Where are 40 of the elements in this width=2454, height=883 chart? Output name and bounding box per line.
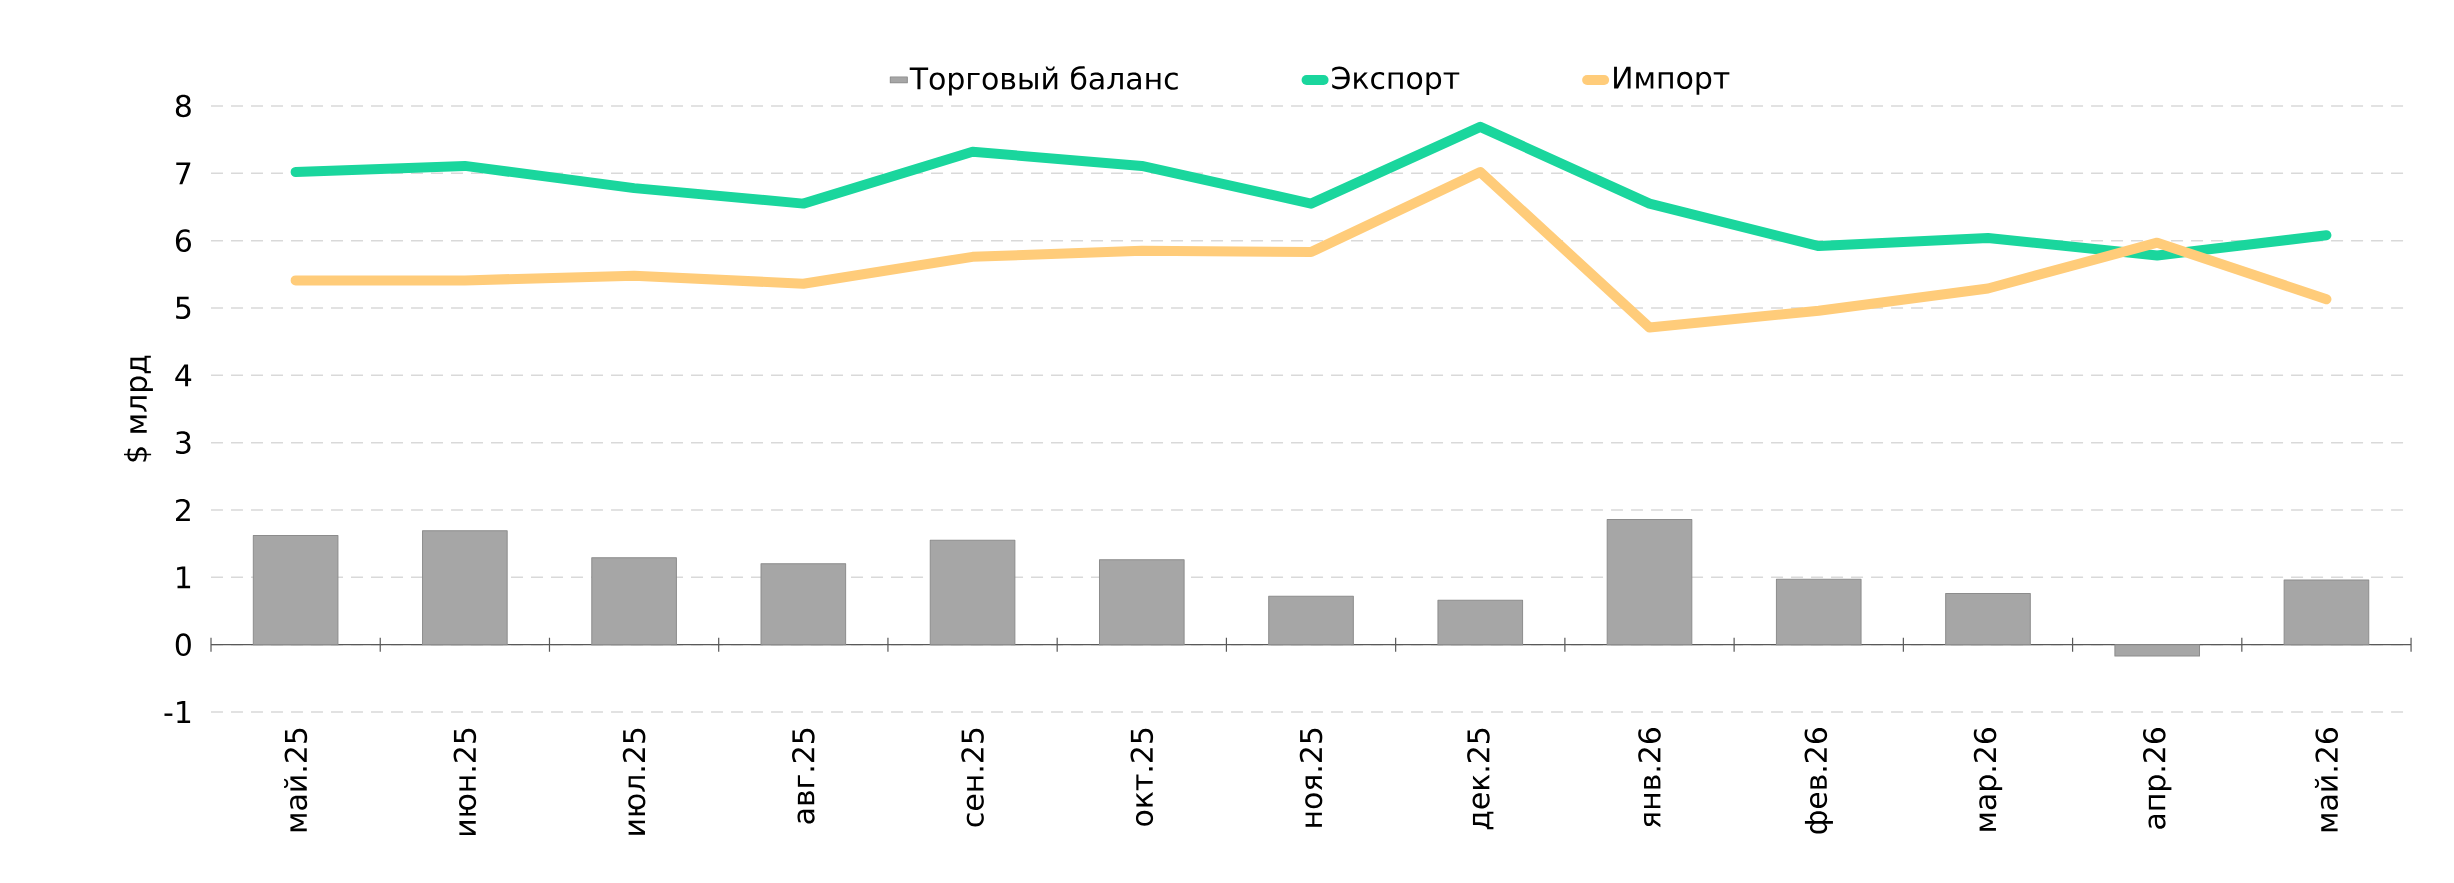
legend-label: Торговый баланс (909, 66, 1178, 96)
x-tick-label: авг.25 (792, 728, 815, 824)
y-tick-label: 7 (176, 162, 191, 185)
bar (252, 535, 339, 646)
bar (2114, 644, 2201, 657)
y-tick-label: 5 (176, 296, 191, 320)
x-tick-label: май.25 (284, 728, 308, 832)
y-tick-label: 6 (175, 229, 191, 252)
y-axis-title: $ млрд (124, 355, 153, 462)
x-tick-label: мар.26 (1973, 728, 2003, 831)
bar (1268, 595, 1354, 646)
y-tick-label: 0 (175, 633, 191, 656)
x-tick-label: фев.26 (1804, 728, 1833, 834)
y-tick-label: 3 (176, 431, 191, 454)
bar (1437, 599, 1524, 646)
y-tick-label: 2 (176, 498, 190, 522)
legend-label: Экспорт (1332, 66, 1460, 96)
bar (591, 557, 677, 646)
bar (2283, 579, 2370, 646)
x-tick-label: сен.25 (961, 728, 984, 827)
bar (929, 539, 1016, 646)
y-tick-label: 4 (175, 364, 192, 387)
bar (760, 563, 847, 646)
x-tick-label: окт.25 (1130, 728, 1154, 826)
bar (1098, 559, 1185, 646)
x-tick-label: апр.26 (2143, 728, 2172, 829)
legend-label: Импорт (1614, 66, 1730, 95)
y-tick-label: 8 (175, 94, 191, 118)
x-tick-label: май.26 (2314, 728, 2339, 832)
x-tick-label: июн.25 (453, 728, 477, 836)
x-tick-label: дек.25 (1467, 728, 1494, 830)
bar (1775, 578, 1862, 646)
x-tick-label: янв.26 (1638, 728, 1661, 828)
bar (422, 530, 508, 646)
x-tick-label: ноя.25 (1299, 728, 1323, 827)
y-tick-label: -1 (164, 701, 191, 723)
bar (1606, 518, 1693, 646)
x-tick-label: июл.25 (622, 728, 646, 835)
bar (1945, 592, 2031, 646)
y-tick-label: 1 (177, 566, 191, 589)
